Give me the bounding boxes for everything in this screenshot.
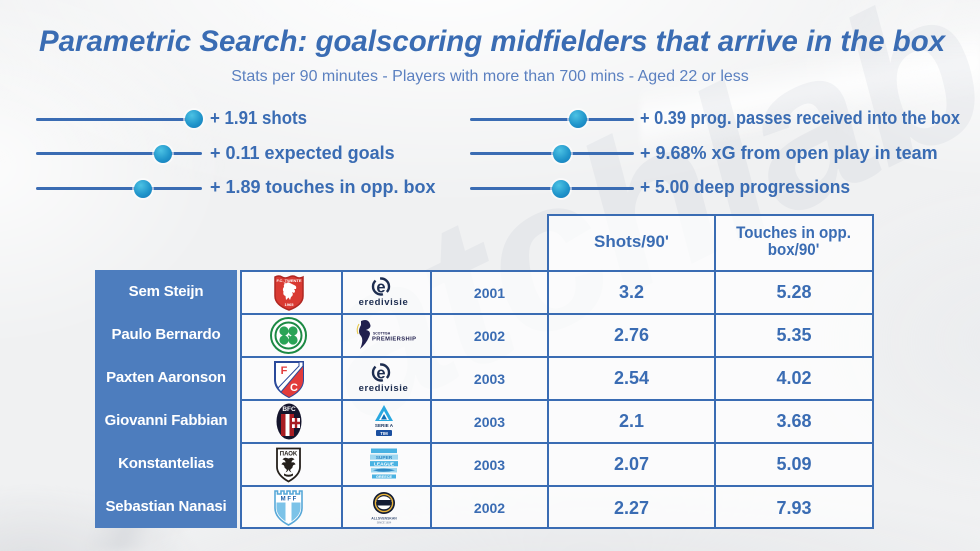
svg-text:M F F: M F F — [281, 497, 297, 503]
svg-text:SERIE A: SERIE A — [374, 423, 393, 428]
svg-text:TIM: TIM — [380, 431, 388, 436]
svg-text:e: e — [376, 278, 385, 296]
svg-text:SCOTTISH: SCOTTISH — [373, 331, 391, 335]
svg-text:F.C. TWENTE: F.C. TWENTE — [276, 278, 301, 283]
svg-text:SUPER: SUPER — [375, 455, 392, 461]
svg-text:F: F — [280, 365, 287, 377]
svg-text:LEAGUE: LEAGUE — [374, 462, 395, 468]
svg-text:BFC: BFC — [282, 406, 296, 413]
svg-text:e: e — [376, 364, 385, 382]
svg-text:ΠΑΟΚ: ΠΑΟΚ — [280, 451, 298, 457]
svg-text:ALLSVENSKAN: ALLSVENSKAN — [371, 517, 397, 521]
svg-text:GREECE: GREECE — [375, 475, 392, 479]
svg-text:PREMIERSHIP: PREMIERSHIP — [372, 336, 416, 342]
svg-text:C: C — [290, 382, 298, 394]
svg-text:SINCE 1924: SINCE 1924 — [376, 521, 391, 525]
svg-text:1965: 1965 — [284, 302, 294, 307]
